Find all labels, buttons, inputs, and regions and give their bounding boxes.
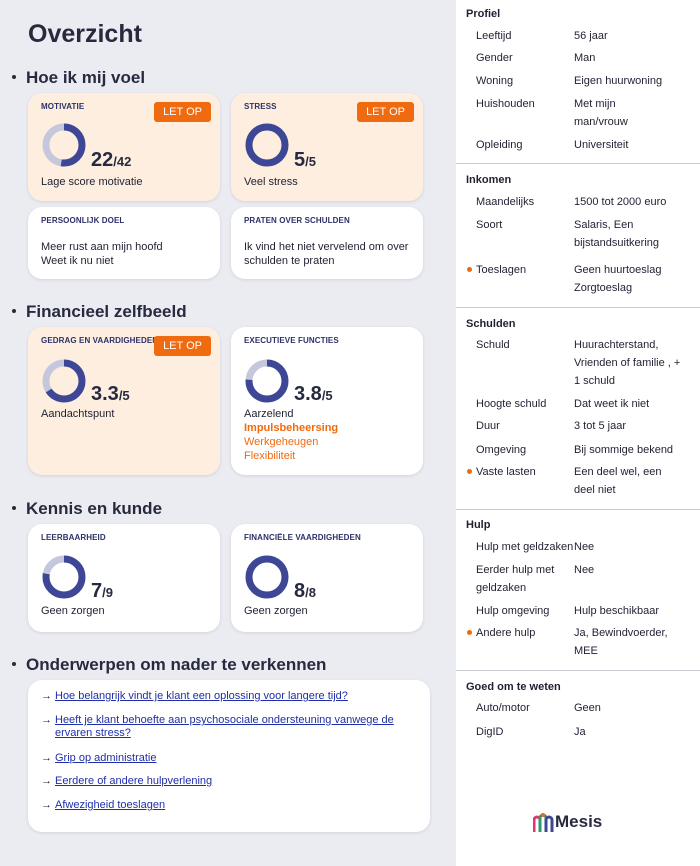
donut-progress — [245, 123, 289, 167]
topic-link[interactable]: → Grip op administratie — [41, 752, 157, 764]
bullet-icon — [12, 308, 16, 313]
card-praten-over-schulden: PRATEN OVER SCHULDEN Ik vind het niet ve… — [231, 207, 423, 279]
card-description: Lage score motivatie — [41, 176, 143, 188]
score: 7/9 — [91, 580, 113, 602]
topic-link[interactable]: → Hoe belangrijk vindt je klant een oplos… — [41, 690, 348, 702]
card-label: PERSOONLIJK DOEL — [41, 216, 125, 225]
arrow-right-icon: → — [41, 752, 52, 764]
score: 5/5 — [294, 149, 316, 171]
sidebar-heading-hulp: Hulp — [466, 519, 491, 531]
card-description: Aarzelend — [244, 408, 294, 420]
score: 22/42 — [91, 149, 132, 171]
section-heading-topics: Onderwerpen om nader te verkennen — [12, 655, 326, 675]
donut-progress — [42, 555, 86, 599]
sidebar-heading-goed-om-te-weten: Goed om te weten — [466, 681, 561, 693]
section-heading-knowledge: Kennis en kunde — [12, 499, 162, 519]
donut-chart-icon — [245, 359, 289, 403]
divider — [456, 307, 700, 308]
score: 3.8/5 — [294, 383, 333, 405]
warning-badge: LET OP — [154, 336, 211, 356]
card-label: PRATEN OVER SCHULDEN — [244, 216, 350, 225]
warning-badge: LET OP — [357, 102, 414, 122]
bullet-icon — [12, 505, 16, 510]
card-label: MOTIVATIE — [41, 102, 85, 111]
topics-card: → Hoe belangrijk vindt je klant een oplos… — [28, 680, 430, 832]
donut-chart-icon — [42, 123, 86, 167]
arrow-right-icon: → — [41, 799, 52, 811]
topic-link[interactable]: → Eerdere of andere hulpverlening — [41, 775, 213, 787]
card-text: Ik vind het niet vervelend om over schul… — [244, 241, 409, 267]
function-item: Werkgeheugen — [244, 436, 319, 448]
warning-dot-icon — [467, 630, 472, 635]
card-persoonlijk-doel: PERSOONLIJK DOEL Meer rust aan mijn hoof… — [28, 207, 220, 279]
function-item: Flexibiliteit — [244, 450, 296, 462]
bullet-icon — [12, 74, 16, 79]
bullet-icon — [12, 661, 16, 666]
arrow-right-icon: → — [41, 775, 52, 787]
donut-progress — [245, 359, 289, 403]
card-description: Aandachtspunt — [41, 408, 115, 420]
mesis-logo: Mesis — [533, 810, 613, 834]
card-motivatie: MOTIVATIE LET OP 22/42 Lage score motiva… — [28, 93, 220, 201]
divider — [456, 670, 700, 671]
donut-chart-icon — [245, 555, 289, 599]
card-financiele-vaardigheden: FINANCIËLE VAARDIGHEDEN 8/8 Geen zorgen — [231, 524, 423, 632]
donut-chart-icon — [42, 359, 86, 403]
score: 8/8 — [294, 580, 316, 602]
card-description: Geen zorgen — [41, 605, 105, 617]
donut-progress — [42, 359, 86, 403]
donut-progress — [245, 555, 289, 599]
sidebar-heading-profiel: Profiel — [466, 8, 501, 20]
mesis-logo-icon — [533, 813, 554, 832]
section-heading-feel: Hoe ik mij voel — [12, 68, 145, 88]
sidebar-heading-inkomen: Inkomen — [466, 174, 512, 186]
card-text: Meer rust aan mijn hoofd Weet ik nu niet — [41, 241, 163, 267]
donut-chart-icon — [42, 555, 86, 599]
arrow-right-icon: → — [41, 690, 52, 702]
function-item: Impulsbeheersing — [244, 422, 339, 434]
card-label: GEDRAG EN VAARDIGHEDEN — [41, 336, 159, 345]
page-title: Overzicht — [28, 20, 142, 48]
donut-progress — [42, 123, 86, 167]
card-label: STRESS — [244, 102, 277, 111]
divider — [456, 509, 700, 510]
card-label: FINANCIËLE VAARDIGHEDEN — [244, 533, 361, 542]
card-label: EXECUTIEVE FUNCTIES — [244, 336, 339, 345]
score: 3.3/5 — [91, 383, 130, 405]
overview-panel: Overzicht Hoe ik mij voel MOTIVATIE LET … — [0, 0, 456, 866]
profile-sidebar: Profiel Leeftijd 56 jaar Gender Man Woning… — [456, 0, 700, 866]
divider — [456, 163, 700, 164]
warning-dot-icon — [467, 267, 472, 272]
topic-link[interactable]: → Afwezigheid toeslagen — [41, 799, 166, 811]
card-executieve-functies: EXECUTIEVE FUNCTIES 3.8/5 Aarzelend Impu… — [231, 327, 423, 475]
card-label: LEERBAARHEID — [41, 533, 106, 542]
card-leerbaarheid: LEERBAARHEID 7/9 Geen zorgen — [28, 524, 220, 632]
card-stress: STRESS LET OP 5/5 Veel stress — [231, 93, 423, 201]
donut-chart-icon — [245, 123, 289, 167]
warning-badge: LET OP — [154, 102, 211, 122]
topic-link[interactable]: → Heeft je klant behoefte aan psychosocia… — [41, 714, 394, 739]
sidebar-heading-schulden: Schulden — [466, 318, 516, 330]
card-gedrag: GEDRAG EN VAARDIGHEDEN LET OP 3.3/5 Aand… — [28, 327, 220, 475]
card-description: Geen zorgen — [244, 605, 308, 617]
section-heading-finance: Financieel zelfbeeld — [12, 302, 187, 322]
arrow-right-icon: → — [41, 714, 52, 726]
warning-dot-icon — [467, 469, 472, 474]
card-description: Veel stress — [244, 176, 298, 188]
